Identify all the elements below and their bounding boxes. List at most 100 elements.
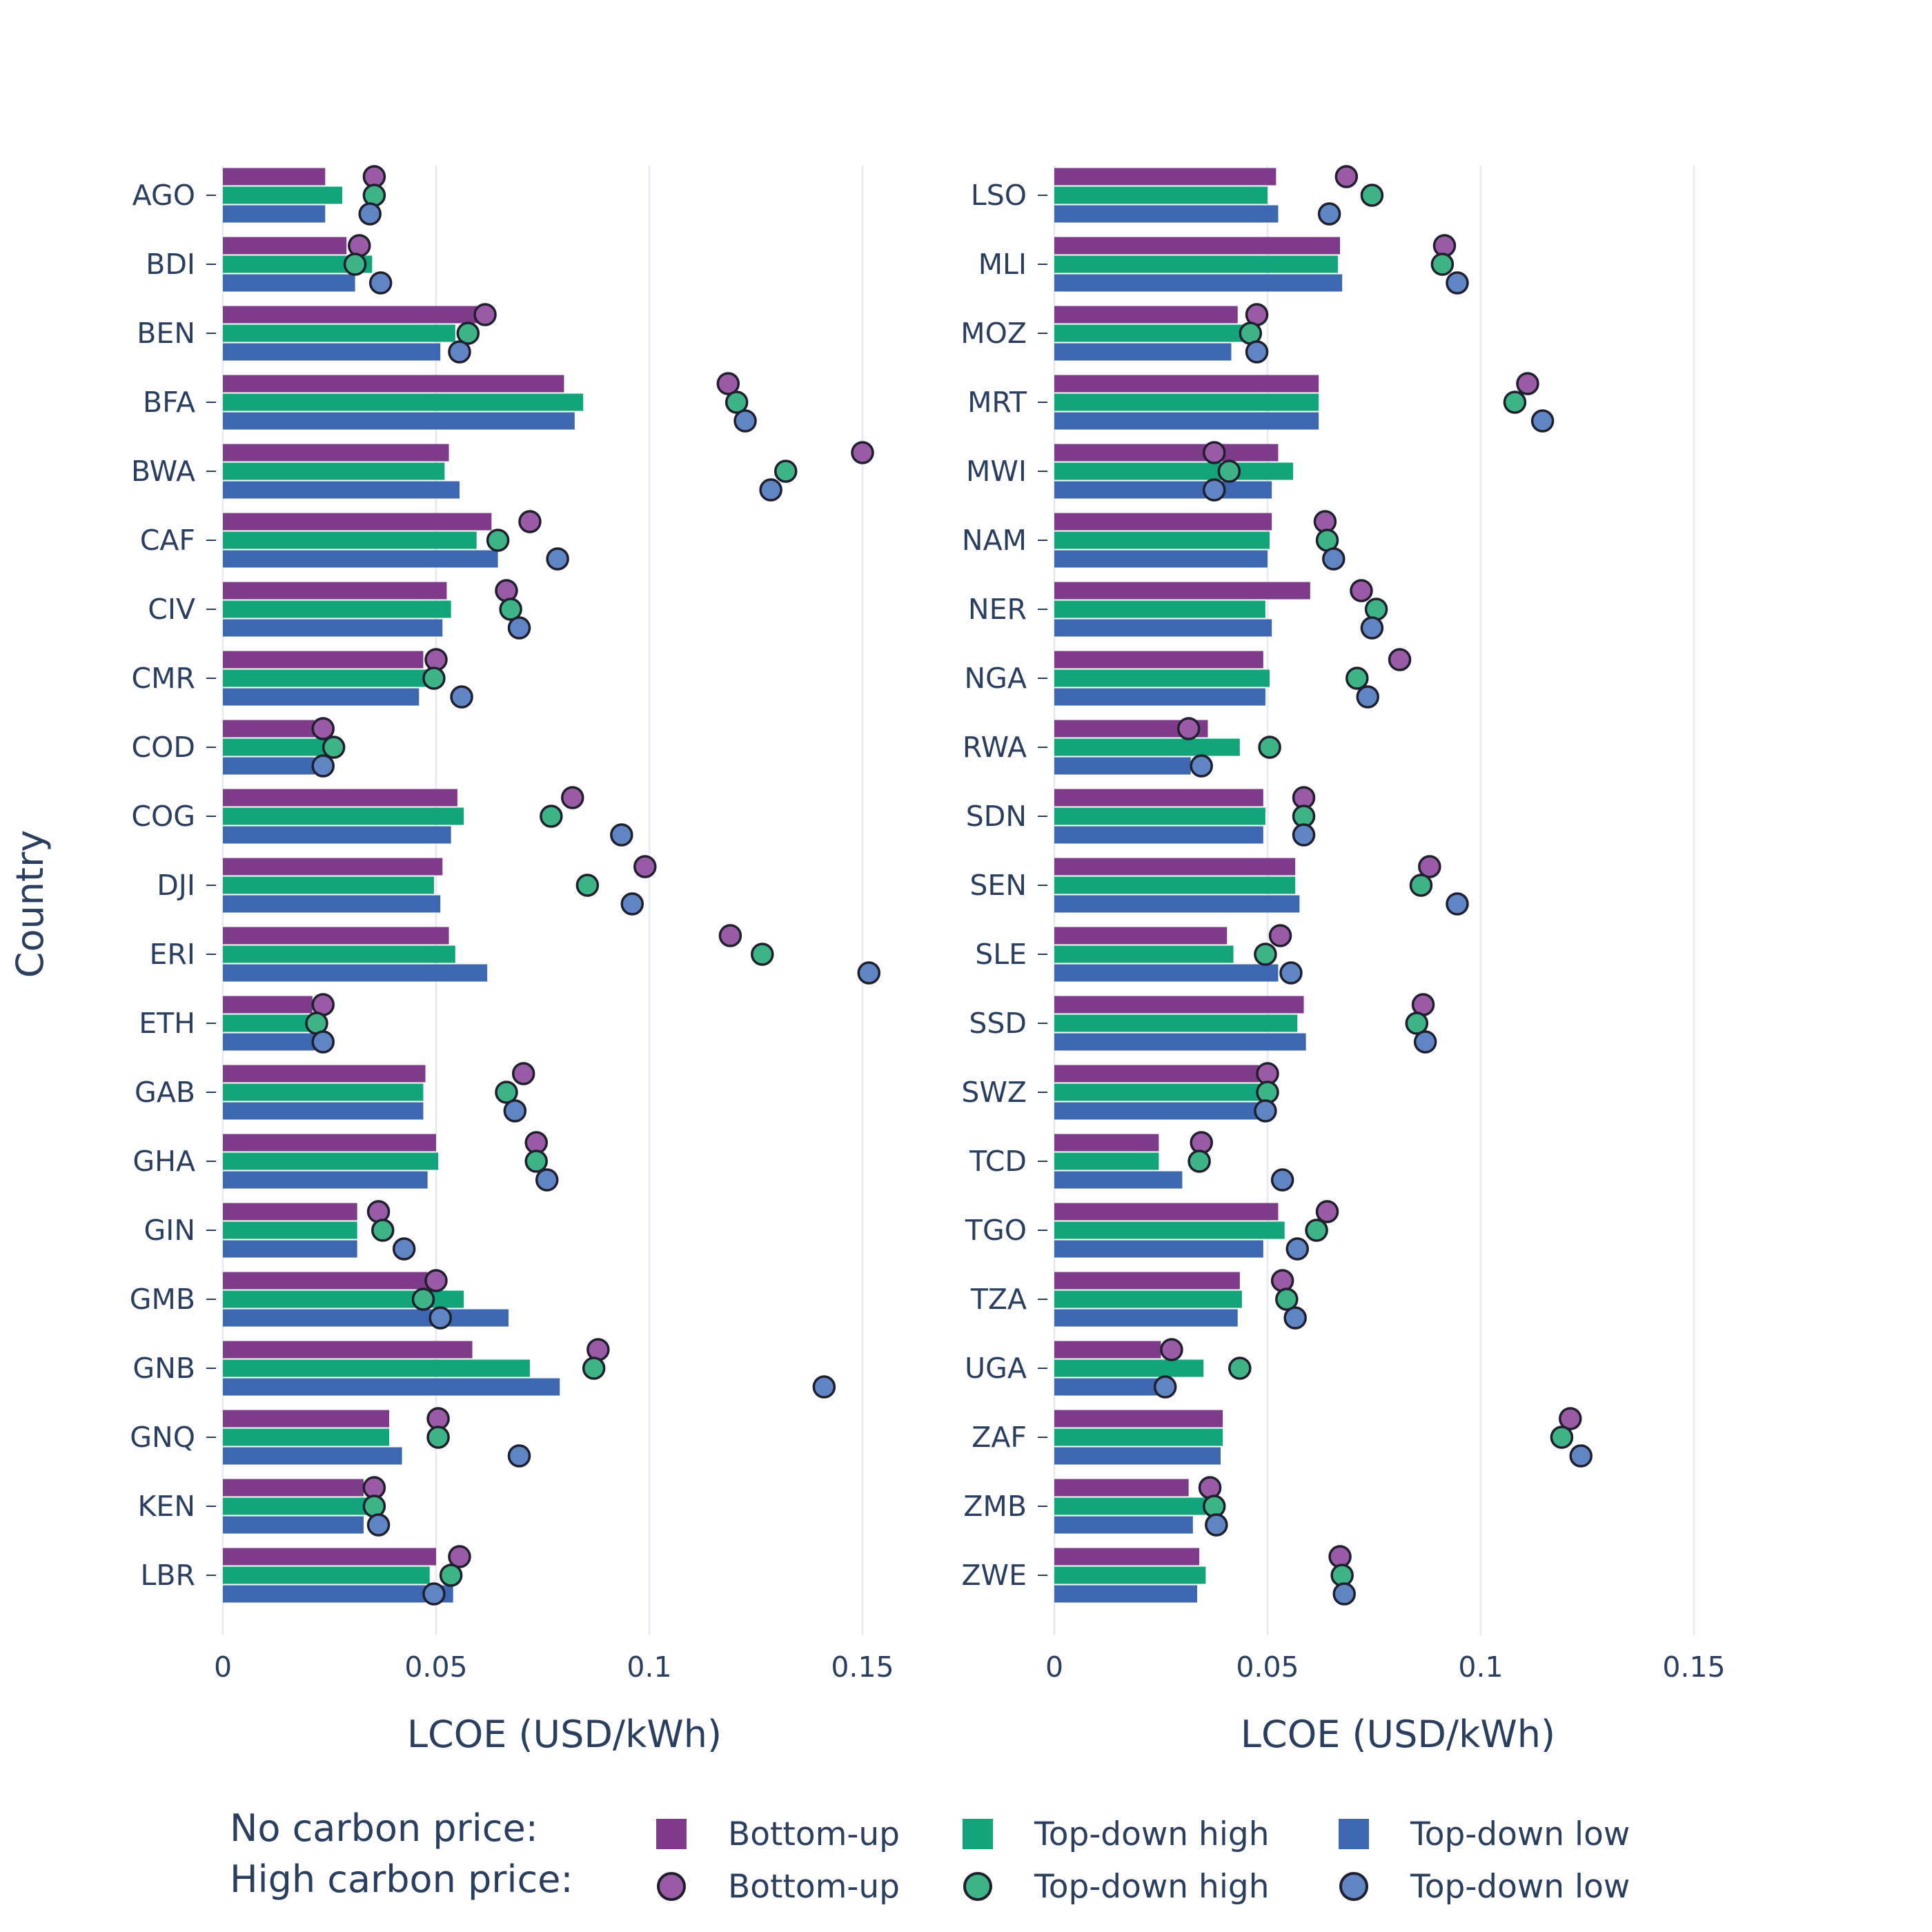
right-panel: 0 0.05 0.1 0.15 LSO MLI MOZ MRT MWI NAM NER NGA RWA S… xyxy=(960,165,1726,1684)
bar-nam-top-down-low xyxy=(1054,550,1268,568)
marker-mrt-top-down-high xyxy=(1503,391,1527,414)
marker-gnb-bottom-up xyxy=(586,1338,610,1361)
marker-lbr-top-down-high xyxy=(439,1564,463,1587)
bar-bfa-bottom-up xyxy=(223,375,564,393)
marker-gha-top-down-high xyxy=(524,1150,548,1173)
marker-zmb-bottom-up xyxy=(1198,1476,1222,1499)
bar-mrt-top-down-high xyxy=(1054,393,1319,411)
bar-zwe-bottom-up xyxy=(1054,1548,1200,1566)
bar-sle-top-down-high xyxy=(1054,945,1234,963)
bar-moz-top-down-high xyxy=(1054,324,1251,342)
bar-lso-top-down-low xyxy=(1054,205,1279,223)
y-tick-label-cog: COG xyxy=(131,800,195,833)
marker-lbr-bottom-up xyxy=(448,1545,471,1568)
bar-eth-bottom-up xyxy=(223,996,313,1014)
x-tick-label-p0-1: 0.05 xyxy=(404,1650,467,1684)
bar-ken-top-down-low xyxy=(223,1516,364,1534)
marker-sen-bottom-up xyxy=(1418,855,1441,878)
bar-lso-bottom-up xyxy=(1054,168,1276,186)
y-tick-label-gnq: GNQ xyxy=(130,1421,195,1454)
bar-zmb-top-down-low xyxy=(1054,1516,1193,1534)
marker-moz-top-down-low xyxy=(1245,340,1269,364)
marker-zaf-bottom-up xyxy=(1559,1407,1582,1430)
bar-bwa-top-down-high xyxy=(223,462,445,480)
marker-rwa-bottom-up xyxy=(1176,717,1201,740)
y-tick-label-swz: SWZ xyxy=(961,1076,1027,1109)
marker-caf-bottom-up xyxy=(518,510,542,533)
marker-ner-top-down-low xyxy=(1360,616,1384,640)
marker-bdi-top-down-low xyxy=(368,271,393,295)
marker-gab-bottom-up xyxy=(511,1062,535,1085)
bar-cmr-bottom-up xyxy=(223,651,424,669)
marker-uga-top-down-high xyxy=(1228,1357,1252,1380)
bar-uga-top-down-low xyxy=(1054,1378,1172,1396)
y-tick-label-caf: CAF xyxy=(140,524,195,557)
bar-tza-top-down-high xyxy=(1054,1290,1242,1308)
bar-gha-top-down-low xyxy=(223,1171,428,1189)
bar-cog-top-down-high xyxy=(223,807,464,825)
bar-zmb-top-down-high xyxy=(1054,1497,1206,1515)
y-tick-label-uga: UGA xyxy=(965,1352,1027,1385)
marker-nga-top-down-high xyxy=(1346,667,1369,690)
bar-gin-top-down-low xyxy=(223,1240,357,1258)
marker-gnb-top-down-low xyxy=(812,1375,836,1399)
bar-uga-top-down-high xyxy=(1054,1359,1204,1377)
marker-lso-top-down-high xyxy=(1360,184,1384,207)
marker-tza-top-down-low xyxy=(1283,1306,1307,1330)
bar-ago-top-down-high xyxy=(223,186,343,204)
marker-sle-top-down-low xyxy=(1279,961,1303,985)
marker-bfa-top-down-low xyxy=(733,409,757,433)
bar-cmr-top-down-low xyxy=(223,688,420,706)
x-axis-title-left: LCOE (USD/kWh) xyxy=(407,1713,722,1756)
marker-tcd-bottom-up xyxy=(1190,1131,1213,1154)
marker-gab-top-down-high xyxy=(495,1081,518,1104)
marker-gin-top-down-low xyxy=(392,1237,416,1261)
marker-gmb-top-down-low xyxy=(428,1306,452,1330)
y-tick-label-mli: MLI xyxy=(978,248,1027,281)
marker-bfa-top-down-high xyxy=(724,391,749,414)
bar-tcd-top-down-high xyxy=(1054,1152,1159,1170)
marker-tgo-top-down-low xyxy=(1285,1237,1310,1261)
marker-tcd-top-down-low xyxy=(1270,1168,1294,1192)
bar-gab-top-down-low xyxy=(223,1102,424,1120)
bar-mrt-bottom-up xyxy=(1054,375,1319,393)
bar-uga-bottom-up xyxy=(1054,1341,1161,1359)
marker-civ-top-down-low xyxy=(507,616,531,640)
bar-ner-top-down-high xyxy=(1054,600,1265,618)
y-tick-label-gnb: GNB xyxy=(132,1352,195,1385)
bar-gnq-top-down-low xyxy=(223,1447,402,1465)
marker-dji-top-down-high xyxy=(575,874,600,897)
bar-bwa-bottom-up xyxy=(223,444,449,462)
legend-swatch-top-down-low xyxy=(1339,1819,1369,1849)
marker-eri-bottom-up xyxy=(718,924,742,947)
marker-bwa-top-down-high xyxy=(774,460,798,483)
bar-mwi-top-down-low xyxy=(1054,481,1272,499)
bar-bwa-top-down-low xyxy=(223,481,460,499)
bar-ssd-top-down-low xyxy=(1054,1033,1306,1051)
marker-mwi-top-down-high xyxy=(1217,460,1241,483)
marker-bwa-top-down-low xyxy=(759,478,782,502)
marker-gnq-top-down-high xyxy=(426,1426,450,1449)
marker-bwa-bottom-up xyxy=(851,441,874,464)
bar-zaf-top-down-high xyxy=(1054,1428,1223,1446)
y-tick-label-bdi: BDI xyxy=(146,248,195,281)
bar-rwa-top-down-high xyxy=(1054,738,1240,756)
bar-bfa-top-down-high xyxy=(223,393,584,411)
marker-dji-bottom-up xyxy=(633,855,657,878)
marker-sen-top-down-high xyxy=(1409,874,1433,897)
y-tick-label-dji: DJI xyxy=(157,869,195,902)
marker-ner-top-down-high xyxy=(1364,598,1388,621)
marker-gin-top-down-high xyxy=(371,1219,395,1242)
legend-marker-top-down-high xyxy=(963,1872,992,1901)
bar-gab-bottom-up xyxy=(223,1065,426,1083)
y-tick-label-mwi: MWI xyxy=(966,455,1027,488)
marker-bdi-bottom-up xyxy=(348,234,371,257)
marker-nam-bottom-up xyxy=(1313,510,1337,533)
y-tick-label-bwa: BWA xyxy=(131,455,195,488)
legend-no-carbon-label: No carbon price: xyxy=(230,1806,538,1850)
y-tick-label-zaf: ZAF xyxy=(972,1421,1027,1454)
marker-lbr-top-down-low xyxy=(422,1582,446,1606)
y-tick-label-moz: MOZ xyxy=(960,317,1027,350)
bar-cog-bottom-up xyxy=(223,789,457,807)
